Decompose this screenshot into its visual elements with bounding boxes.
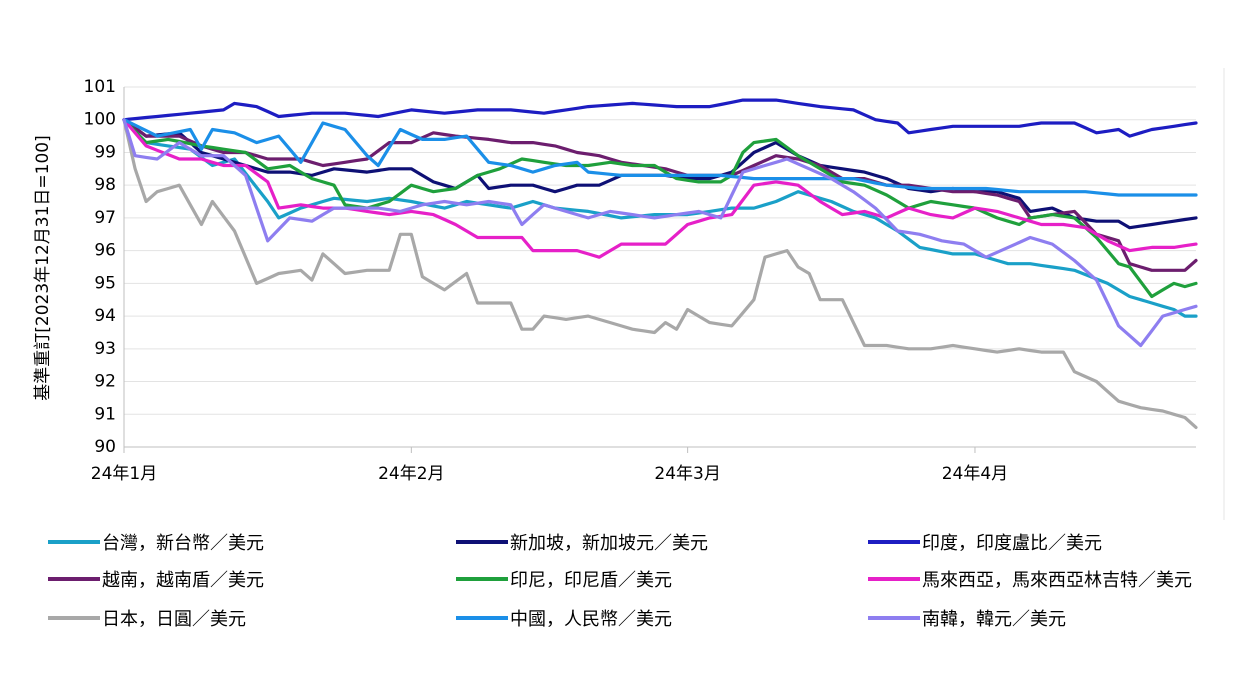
series-line-1 [122,118,1198,230]
y-tick-label: 96 [94,241,116,261]
y-tick-labels: 90 91 92 93 94 95 96 97 98 99 100 101 [84,77,116,457]
y-tick-label: 99 [94,142,116,162]
series-line-2 [122,98,1198,138]
y-axis-label: 基準重訂[2023年12月31日=100] [33,135,53,400]
y-tick-label: 93 [94,339,116,359]
x-tick-label: 24年4月 [942,464,1008,484]
y-tick-label: 98 [94,175,116,195]
series-line-0 [122,118,1198,318]
x-tick-label: 24年3月 [654,464,720,484]
series-line-4 [122,118,1198,299]
x-tick-label: 24年2月 [378,464,444,484]
grid [124,86,1196,415]
series-line-7 [122,118,1198,197]
series-line-5 [122,118,1198,259]
y-tick-label: 92 [94,372,116,392]
y-tick-label: 94 [94,306,116,326]
y-tick-label: 90 [94,437,116,457]
y-tick-label: 100 [84,110,116,130]
series-group [122,98,1198,429]
x-tick-label: 24年1月 [91,464,157,484]
y-tick-label: 101 [84,77,116,97]
y-tick-label: 97 [94,208,116,228]
x-tick-labels: 24年1月 24年2月 24年3月 24年4月 [91,464,1008,484]
series-line-8 [122,118,1198,348]
y-tick-label: 95 [94,273,116,293]
y-tick-label: 91 [94,404,116,424]
series-line-6 [122,118,1198,429]
axes [123,87,1196,453]
